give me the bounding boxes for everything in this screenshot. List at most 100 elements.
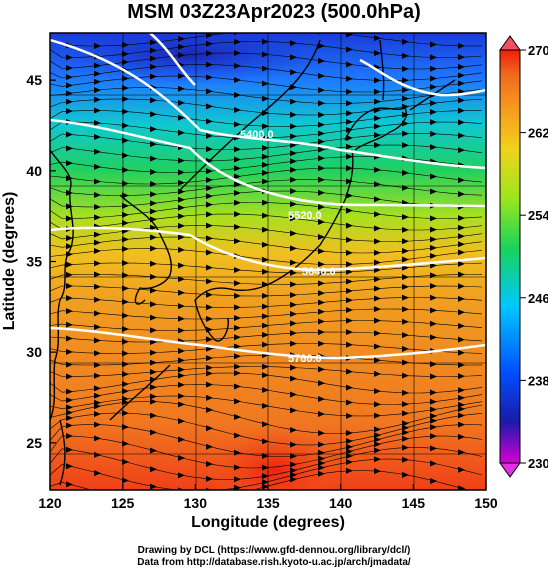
wind-arrow [402, 77, 409, 84]
wind-arrow [234, 190, 241, 197]
wind-arrow [66, 422, 73, 429]
wind-arrow [122, 236, 129, 243]
wind-arrow [430, 478, 437, 485]
wind-arrow [290, 230, 297, 237]
wind-arrow [94, 96, 101, 103]
wind-arrow [206, 50, 213, 57]
wind-arrow [458, 54, 465, 61]
wind-arrow [66, 446, 73, 453]
wind-arrow [94, 310, 101, 317]
wind-arrow [66, 463, 73, 470]
wind-arrow [150, 73, 157, 80]
wind-arrow [66, 271, 73, 278]
wind-arrow [150, 429, 157, 436]
wind-arrow [458, 323, 465, 330]
wind-arrow [430, 100, 437, 107]
wind-arrow [178, 436, 185, 443]
wind-arrow [346, 33, 353, 38]
wind-arrow [262, 123, 269, 130]
wind-arrow [150, 245, 157, 252]
wind-arrow [262, 144, 269, 151]
wind-arrow [178, 401, 185, 408]
contour-line-extra [149, 33, 196, 86]
wind-arrow [318, 176, 325, 183]
wind-arrow [122, 285, 129, 292]
wind-arrow [234, 334, 241, 341]
wind-arrow [290, 320, 297, 327]
wind-arrow [178, 327, 185, 334]
wind-arrow [94, 178, 101, 185]
wind-arrow [458, 88, 465, 95]
wind-arrow [122, 211, 129, 218]
wind-arrow [402, 111, 409, 118]
colorbar-tick-label: 254 [528, 208, 548, 223]
wind-arrow [262, 95, 269, 102]
wind-arrow [346, 368, 353, 375]
wind-arrow [150, 39, 157, 46]
wind-arrow [346, 261, 353, 268]
wind-arrow [318, 380, 325, 387]
wind-arrow [234, 173, 241, 180]
credits: Drawing by DCL (https://www.gfd-dennou.o… [0, 545, 548, 569]
wind-arrow [318, 121, 325, 128]
wind-arrow [178, 262, 185, 269]
wind-arrow [318, 42, 325, 49]
wind-arrow [122, 180, 129, 187]
wind-arrow [234, 432, 241, 439]
wind-arrow [290, 340, 297, 347]
wind-arrow [234, 146, 241, 153]
wind-arrow [122, 96, 129, 103]
contour-line-5520 [50, 118, 486, 208]
map-grid [50, 33, 486, 490]
wind-arrow [290, 441, 297, 448]
wind-arrow [262, 226, 269, 233]
wind-arrow [374, 401, 381, 408]
wind-arrow [290, 176, 297, 183]
wind-arrow [458, 373, 465, 380]
wind-arrow [122, 167, 129, 174]
wind-arrow [318, 146, 325, 153]
wind-arrow [290, 33, 291, 34]
contour-label-5520: 5520.0 [288, 210, 322, 222]
wind-arrow [290, 301, 297, 308]
wind-arrow [150, 260, 157, 267]
wind-arrow [94, 42, 101, 49]
wind-arrow [346, 249, 353, 256]
wind-arrow [346, 341, 353, 348]
wind-arrow [430, 398, 437, 405]
wind-arrow [346, 178, 353, 185]
credits-line-2: Data from http://database.rish.kyoto-u.a… [137, 557, 411, 568]
wind-arrow [262, 363, 269, 370]
wind-arrow [178, 454, 185, 461]
wind-arrow [94, 163, 101, 170]
wind-arrow [150, 63, 157, 70]
wind-arrow [150, 466, 157, 473]
wind-arrow [122, 388, 129, 395]
wind-arrow [290, 391, 297, 398]
wind-arrow [318, 460, 325, 467]
wind-arrow [150, 234, 157, 241]
wind-arrow [374, 285, 381, 292]
wind-arrow [346, 297, 353, 304]
wind-arrow [430, 173, 437, 180]
wind-arrow [206, 264, 213, 271]
wind-arrow [150, 412, 157, 419]
wind-arrow [262, 38, 269, 45]
wind-arrow [150, 180, 157, 187]
wind-arrow [94, 361, 101, 368]
wind-arrow [458, 336, 465, 343]
wind-arrow [430, 236, 437, 243]
x-axis-title: Longitude (degrees) [191, 514, 345, 531]
wind-arrow [150, 447, 157, 454]
wind-arrow [374, 35, 381, 42]
contour-label-5760: 5760.0 [288, 353, 322, 365]
wind-arrow [346, 143, 353, 150]
wind-arrow [430, 65, 437, 72]
wind-arrow [206, 235, 213, 242]
credits-line-1: Drawing by DCL (https://www.gfd-dennou.o… [137, 545, 411, 556]
wind-arrow [122, 202, 129, 209]
wind-arrow [346, 399, 353, 406]
wind-arrow [66, 235, 73, 242]
wind-arrow [318, 366, 325, 373]
wind-arrow [94, 87, 101, 94]
